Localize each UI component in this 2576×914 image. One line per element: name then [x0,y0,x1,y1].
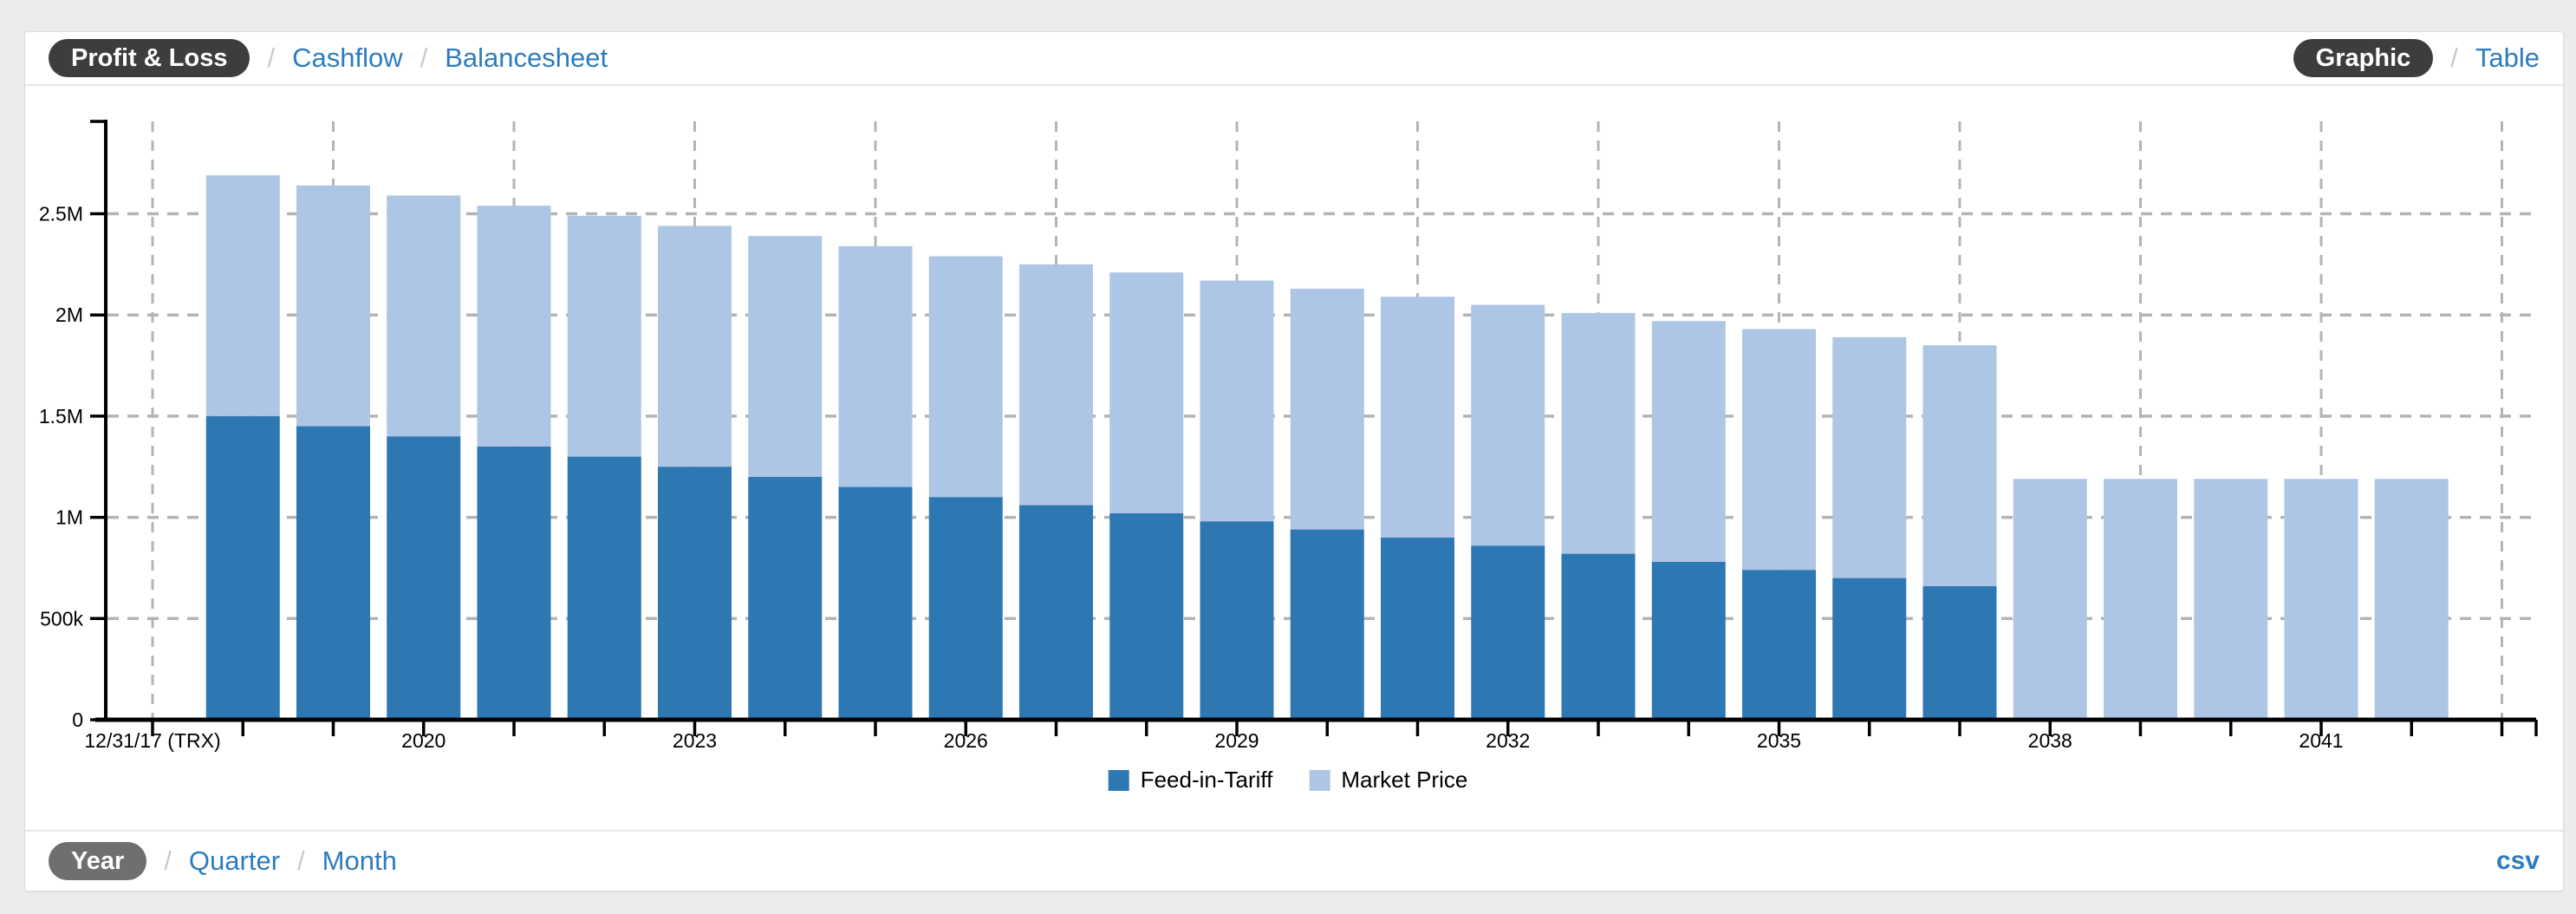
legend-label: Feed-in-Tariff [1140,767,1273,793]
bar-2033-market-price[interactable] [1561,312,1636,554]
bar-2019-market-price[interactable] [296,185,370,427]
bar-2024-market-price[interactable] [748,236,823,477]
bar-2023-market-price[interactable] [658,225,732,467]
bar-2036-market-price[interactable] [1832,336,1907,578]
tab-profit-loss[interactable]: Profit & Loss [49,39,250,77]
bar-2041-market-price[interactable] [2284,479,2358,720]
bar-2020-market-price[interactable] [387,195,461,437]
tab-quarter[interactable]: Quarter [188,845,281,876]
bar-2025-market-price[interactable] [838,245,913,487]
bar-2035-market-price[interactable] [1742,329,1816,571]
bar-2025-feed-in-tariff[interactable] [838,486,913,720]
chart-legend: Feed-in-Tariff Market Price [1108,767,1467,793]
separator: / [164,845,172,876]
bar-2019-feed-in-tariff[interactable] [296,426,370,720]
bar-2020-feed-in-tariff[interactable] [387,436,461,720]
tab-balancesheet[interactable]: Balancesheet [445,42,608,73]
bar-2023-feed-in-tariff[interactable] [658,467,732,720]
period-tab-bar: Year / Quarter / Month csv [25,830,2563,891]
tab-cashflow[interactable]: Cashflow [292,42,403,73]
bar-2039-market-price[interactable] [2104,479,2177,720]
bar-2024-feed-in-tariff[interactable] [748,476,823,720]
bar-2026-feed-in-tariff[interactable] [928,497,1003,720]
bar-2021-market-price[interactable] [477,206,551,447]
bar-2021-feed-in-tariff[interactable] [477,446,551,720]
bar-2031-feed-in-tariff[interactable] [1381,537,1454,720]
bar-2042-market-price[interactable] [2374,479,2449,720]
bar-2022-market-price[interactable] [567,215,641,457]
bar-2031-market-price[interactable] [1381,297,1454,538]
separator: / [2450,42,2458,73]
bar-2033-feed-in-tariff[interactable] [1561,553,1636,720]
bar-2030-market-price[interactable] [1290,288,1364,530]
legend-item-market-price[interactable]: Market Price [1309,767,1467,793]
separator: / [267,42,276,73]
bar-2034-market-price[interactable] [1651,321,1726,562]
tab-month[interactable]: Month [322,845,397,876]
bar-2036-feed-in-tariff[interactable] [1832,578,1907,720]
bar-2032-market-price[interactable] [1471,304,1545,546]
bar-2030-feed-in-tariff[interactable] [1290,529,1364,720]
bar-2027-feed-in-tariff[interactable] [1019,505,1093,720]
bar-2029-feed-in-tariff[interactable] [1200,521,1274,720]
report-tab-bar: Profit & Loss / Cashflow / Balancesheet … [25,32,2563,86]
separator: / [420,42,428,73]
legend-item-feed-in-tariff[interactable]: Feed-in-Tariff [1108,767,1273,793]
market-price-swatch [1309,769,1330,791]
report-tabs: Profit & Loss / Cashflow / Balancesheet [49,39,608,77]
bar-2027-market-price[interactable] [1019,264,1093,506]
view-tabs: Graphic / Table [2293,39,2540,77]
separator: / [297,845,305,876]
tab-graphic[interactable]: Graphic [2293,39,2434,77]
bar-2038-market-price[interactable] [2013,479,2087,720]
bar-2029-market-price[interactable] [1200,280,1274,522]
tab-table[interactable]: Table [2475,42,2540,73]
bar-2032-feed-in-tariff[interactable] [1471,545,1545,720]
bar-2037-feed-in-tariff[interactable] [1922,585,1997,720]
feed-in-tariff-swatch [1108,769,1129,791]
tab-year[interactable]: Year [49,842,147,880]
bar-2022-feed-in-tariff[interactable] [567,456,641,720]
csv-export-link[interactable]: csv [2495,846,2540,875]
bar-2018-market-price[interactable] [205,175,280,416]
bar-2018-feed-in-tariff[interactable] [205,415,280,720]
period-tabs: Year / Quarter / Month [49,842,397,880]
bar-2028-feed-in-tariff[interactable] [1109,512,1184,720]
bar-2040-market-price[interactable] [2194,479,2268,720]
bar-2034-feed-in-tariff[interactable] [1651,561,1726,720]
legend-label: Market Price [1341,767,1468,793]
bar-2035-feed-in-tariff[interactable] [1742,570,1816,720]
bar-2028-market-price[interactable] [1109,272,1184,513]
bar-2037-market-price[interactable] [1922,345,1997,586]
bar-2026-market-price[interactable] [928,256,1003,498]
